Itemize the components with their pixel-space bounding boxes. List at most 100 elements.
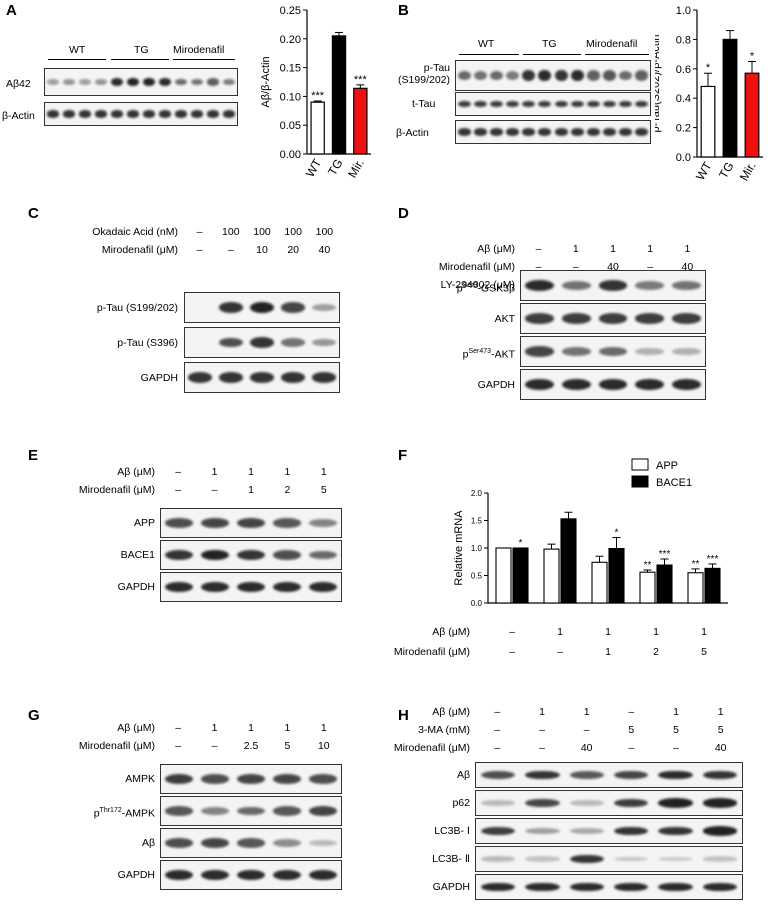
condition-value: –	[539, 742, 545, 754]
condition-value: 1	[248, 484, 254, 496]
group-line-wt	[48, 59, 106, 60]
blot-band	[525, 856, 560, 862]
blot-band	[272, 869, 302, 881]
x-tick-label: TG	[325, 157, 345, 178]
condition-label: Aβ (μM)	[477, 243, 515, 255]
blot-band	[525, 346, 554, 357]
blot-band	[603, 128, 617, 136]
blot-band	[200, 807, 230, 815]
blot-strip	[520, 336, 706, 367]
blot-strip	[455, 120, 651, 144]
condition-value: 1	[717, 706, 724, 718]
blot-band	[126, 77, 140, 87]
x-tick-label: Mir.	[737, 160, 759, 184]
blot-label: pSer473-AKT	[462, 347, 515, 360]
blot-band	[46, 110, 60, 118]
blot-band	[62, 79, 76, 85]
blot-label: GAPDH	[140, 371, 178, 384]
blot-band	[570, 69, 584, 82]
condition-value: –	[673, 742, 679, 754]
blot-band	[619, 128, 633, 136]
blot-band	[236, 838, 266, 848]
app-bar	[591, 561, 608, 604]
blot-band	[142, 77, 156, 87]
significance-mark: **	[692, 559, 700, 570]
blot-band	[635, 100, 649, 108]
bar	[744, 72, 760, 158]
blot-band	[603, 100, 617, 108]
y-tick-label: 0.0	[676, 152, 691, 164]
blot-band	[188, 372, 213, 383]
blot-band	[702, 882, 738, 892]
blot-band	[249, 301, 274, 314]
blot-band	[164, 518, 194, 528]
blot-label: LC3B- Ⅱ	[432, 853, 470, 865]
blot-band	[311, 338, 336, 347]
y-tick-label: 0.2	[676, 123, 691, 135]
blot-band	[525, 379, 554, 390]
panel-letter-b: B	[398, 2, 409, 19]
blot-strip	[184, 292, 340, 323]
blot-band	[613, 770, 649, 780]
blot-label: β-Actin	[2, 110, 35, 122]
app-bar	[543, 548, 560, 604]
blot-band	[164, 838, 194, 848]
blot-band	[272, 550, 302, 560]
condition-value: 10	[256, 244, 268, 256]
blot-band	[603, 70, 617, 81]
y-axis-label: p-Tau(S202)/β-Actin	[655, 34, 662, 132]
blot-band	[457, 70, 471, 81]
blot-band	[561, 347, 591, 356]
x-tick-label: Mir.	[345, 157, 367, 181]
blot-strip	[160, 540, 342, 570]
condition-value: 1	[572, 243, 579, 255]
blot-strip	[160, 860, 342, 890]
blot-strip	[160, 796, 342, 826]
y-tick-label: 2.0	[471, 489, 483, 498]
blot-band	[219, 372, 244, 383]
blot-band	[174, 110, 188, 118]
panel-letter-h: H	[398, 707, 409, 724]
blot-label: GAPDH	[477, 378, 515, 391]
blot-band	[613, 798, 649, 808]
condition-value: 5	[717, 724, 724, 736]
blot-strip	[44, 102, 238, 126]
y-tick-label: 0.5	[471, 572, 483, 581]
condition-value: 5	[320, 484, 327, 496]
condition-value: –	[175, 722, 182, 734]
blot-band	[480, 826, 516, 836]
blot-band	[569, 828, 605, 834]
blot-band	[506, 100, 520, 108]
blot-strip	[44, 68, 238, 96]
blot-band	[272, 518, 302, 528]
blot-band	[311, 372, 336, 383]
blot-band	[473, 128, 487, 136]
condition-value: –	[539, 724, 545, 736]
blot-band	[569, 882, 605, 892]
blot-band	[236, 549, 266, 561]
condition-value: –	[628, 742, 635, 754]
blot-band	[308, 839, 338, 847]
bar	[310, 101, 325, 155]
y-tick-label: 0.15	[280, 63, 301, 75]
blot-label: LC3B- Ⅰ	[434, 825, 470, 837]
blot-band	[635, 313, 665, 324]
blot-band	[525, 770, 560, 780]
blot-band	[489, 100, 503, 108]
condition-value: 1	[557, 626, 563, 638]
condition-value: –	[509, 646, 515, 658]
condition-label: Aβ (μM)	[117, 722, 155, 734]
blot-band	[308, 581, 338, 593]
blot-band	[672, 313, 701, 324]
blot-label: pSer9-GSK3β	[456, 281, 515, 294]
blot-strip	[520, 270, 706, 301]
condition-value: 5	[284, 740, 291, 752]
condition-label: Mirodenafil (μM)	[78, 740, 155, 752]
blot-band	[525, 828, 560, 834]
condition-value: –	[628, 706, 635, 718]
chart-b: 0.0 0.2 0.4 0.6 0.8 1.0 p-Tau(S202)/β-Actin * WT…	[655, 5, 763, 184]
group-label-wt: WT	[69, 44, 86, 56]
bar	[331, 35, 347, 155]
blot-band	[110, 77, 124, 87]
blot-band	[554, 100, 568, 108]
